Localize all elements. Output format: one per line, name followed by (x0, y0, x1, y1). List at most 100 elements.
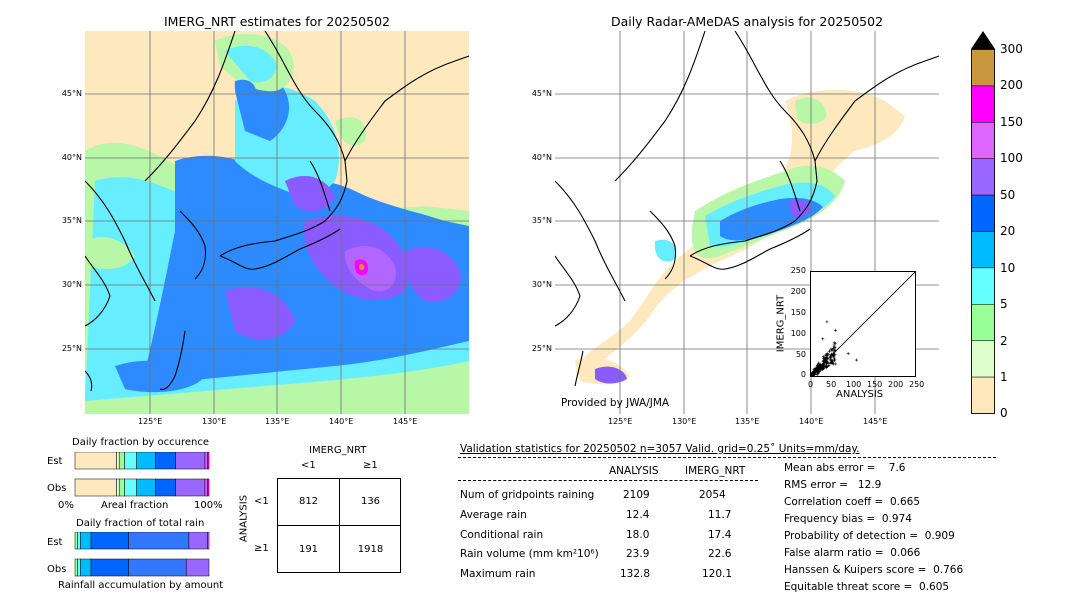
contingency-cell: 191 (298, 544, 319, 555)
occurrence-segment (124, 478, 137, 497)
scatter-point (820, 366, 824, 370)
right-lon-labels: 125°E 130°E 135°E 140°E 145°E (608, 417, 888, 426)
total-rain-segment (188, 532, 208, 550)
right-map-title: Daily Radar-AMeDAS analysis for 20250502 (610, 14, 884, 29)
score: Correlation coeff = 0.665 (784, 496, 920, 508)
score: Frequency bias = 0.974 (784, 513, 912, 525)
total-rain-row-est: Est (47, 537, 63, 548)
contingency-row-ge1: ≥1 (254, 543, 269, 554)
scatter-point (817, 361, 821, 365)
scatter-point (832, 345, 836, 349)
right-precip-field (575, 89, 905, 385)
scatter-point (846, 352, 850, 356)
total-rain-bars (74, 532, 210, 577)
occurrence-axis-right: 100% (194, 500, 223, 511)
occurrence-bars (74, 452, 210, 497)
left-lon-labels: 125°E 130°E 135°E 140°E 145°E (138, 417, 418, 426)
scatter-point (810, 375, 812, 377)
total-rain-segment (128, 558, 187, 577)
occurrence-segment (136, 452, 156, 470)
total-rain-segment (74, 558, 78, 577)
scatter-point (833, 328, 837, 332)
total-rain-segment (80, 558, 92, 577)
scatter-plot (810, 271, 916, 377)
occurrence-segment (155, 478, 176, 497)
right-coastline (555, 31, 939, 387)
scatter-point (816, 371, 820, 375)
stat-analysis: 23.9 (626, 548, 650, 560)
colorbar-segment (971, 231, 995, 269)
colorbar-segment (971, 340, 995, 378)
total-rain-segment (77, 558, 81, 577)
score: RMS error = 12.9 (784, 479, 882, 491)
validation-col-analysis: ANALYSIS (609, 465, 659, 477)
scatter-point (825, 360, 829, 364)
scatter-point (826, 364, 830, 368)
occurrence-segment (204, 478, 208, 497)
scatter-point (822, 357, 826, 361)
stat-label: Maximum rain (460, 568, 536, 580)
scatter-point (831, 353, 835, 357)
scatter-point (812, 367, 816, 371)
colorbar-segment (971, 267, 995, 305)
scatter-point (821, 363, 825, 367)
validation-divider (458, 457, 996, 458)
stat-label: Num of gridpoints raining (460, 489, 595, 501)
total-rain-segment (80, 532, 92, 550)
colorbar-segment (971, 85, 995, 123)
occurrence-segment (116, 452, 120, 470)
validation-header: Validation statistics for 20250502 n=305… (460, 443, 860, 455)
contingency-header: IMERG_NRT (309, 445, 367, 456)
scatter-point (818, 368, 822, 372)
colorbar-segment (971, 194, 995, 232)
scatter-point (810, 372, 813, 376)
scatter-points (810, 320, 859, 377)
score: Hanssen & Kuipers score = 0.766 (784, 564, 964, 576)
total-rain-segment (207, 532, 210, 550)
left-lat-labels: 45°N 40°N 35°N 30°N 25°N (61, 89, 82, 353)
stat-label: Rain volume (mm km²10⁶) (460, 548, 599, 560)
stat-analysis: 18.0 (626, 529, 650, 541)
occurrence-segment (118, 452, 125, 470)
stat-imerg: 22.6 (708, 548, 732, 560)
stat-label: Conditional rain (460, 529, 544, 541)
scatter-point (818, 364, 822, 368)
scatter-point (829, 361, 833, 365)
occurrence-segment (155, 452, 176, 470)
total-rain-segment (128, 532, 190, 550)
occurrence-segment (175, 452, 206, 470)
total-rain-title: Daily fraction of total rain (76, 518, 205, 529)
occurrence-segment (207, 452, 210, 470)
stat-imerg: 11.7 (708, 509, 732, 521)
validation-col-imerg: IMERG_NRT (685, 465, 746, 477)
scatter-y-ticks: 250 200 150 100 50 0 (790, 266, 806, 379)
scatter-point (824, 365, 828, 369)
colorbar (971, 31, 995, 414)
scatter-point (813, 372, 817, 376)
total-rain-footer: Rainfall accumulation by amount (58, 580, 224, 591)
colorbar-segment (971, 122, 995, 159)
scatter-point (814, 368, 818, 372)
colorbar-ticks: 300 200 150 100 50 20 10 5 2 1 0 (1000, 42, 1023, 420)
scatter-point (833, 348, 837, 352)
scatter-point (825, 354, 829, 358)
scatter-point (810, 375, 813, 377)
scatter-point (828, 355, 832, 359)
total-rain-segment (74, 532, 78, 550)
occurrence-axis-mid: Areal fraction (101, 500, 169, 511)
contingency-row-axis: ANALYSIS (238, 494, 250, 543)
scatter-point (833, 341, 837, 345)
occurrence-segment (116, 478, 120, 497)
stat-analysis: 2109 (623, 489, 650, 501)
occurrence-title: Daily fraction by occurence (72, 437, 210, 448)
scatter-point (825, 320, 829, 324)
scatter-xlabel: ANALYSIS (836, 389, 884, 400)
left-grid (85, 31, 469, 414)
contingency-cell: 136 (360, 496, 381, 507)
colorbar-segment (971, 376, 995, 414)
total-rain-segment (77, 532, 81, 550)
colorbar-segment (971, 49, 995, 87)
scatter-point (830, 352, 834, 356)
colorbar-segment (971, 304, 995, 341)
stat-analysis: 12.4 (626, 509, 650, 521)
